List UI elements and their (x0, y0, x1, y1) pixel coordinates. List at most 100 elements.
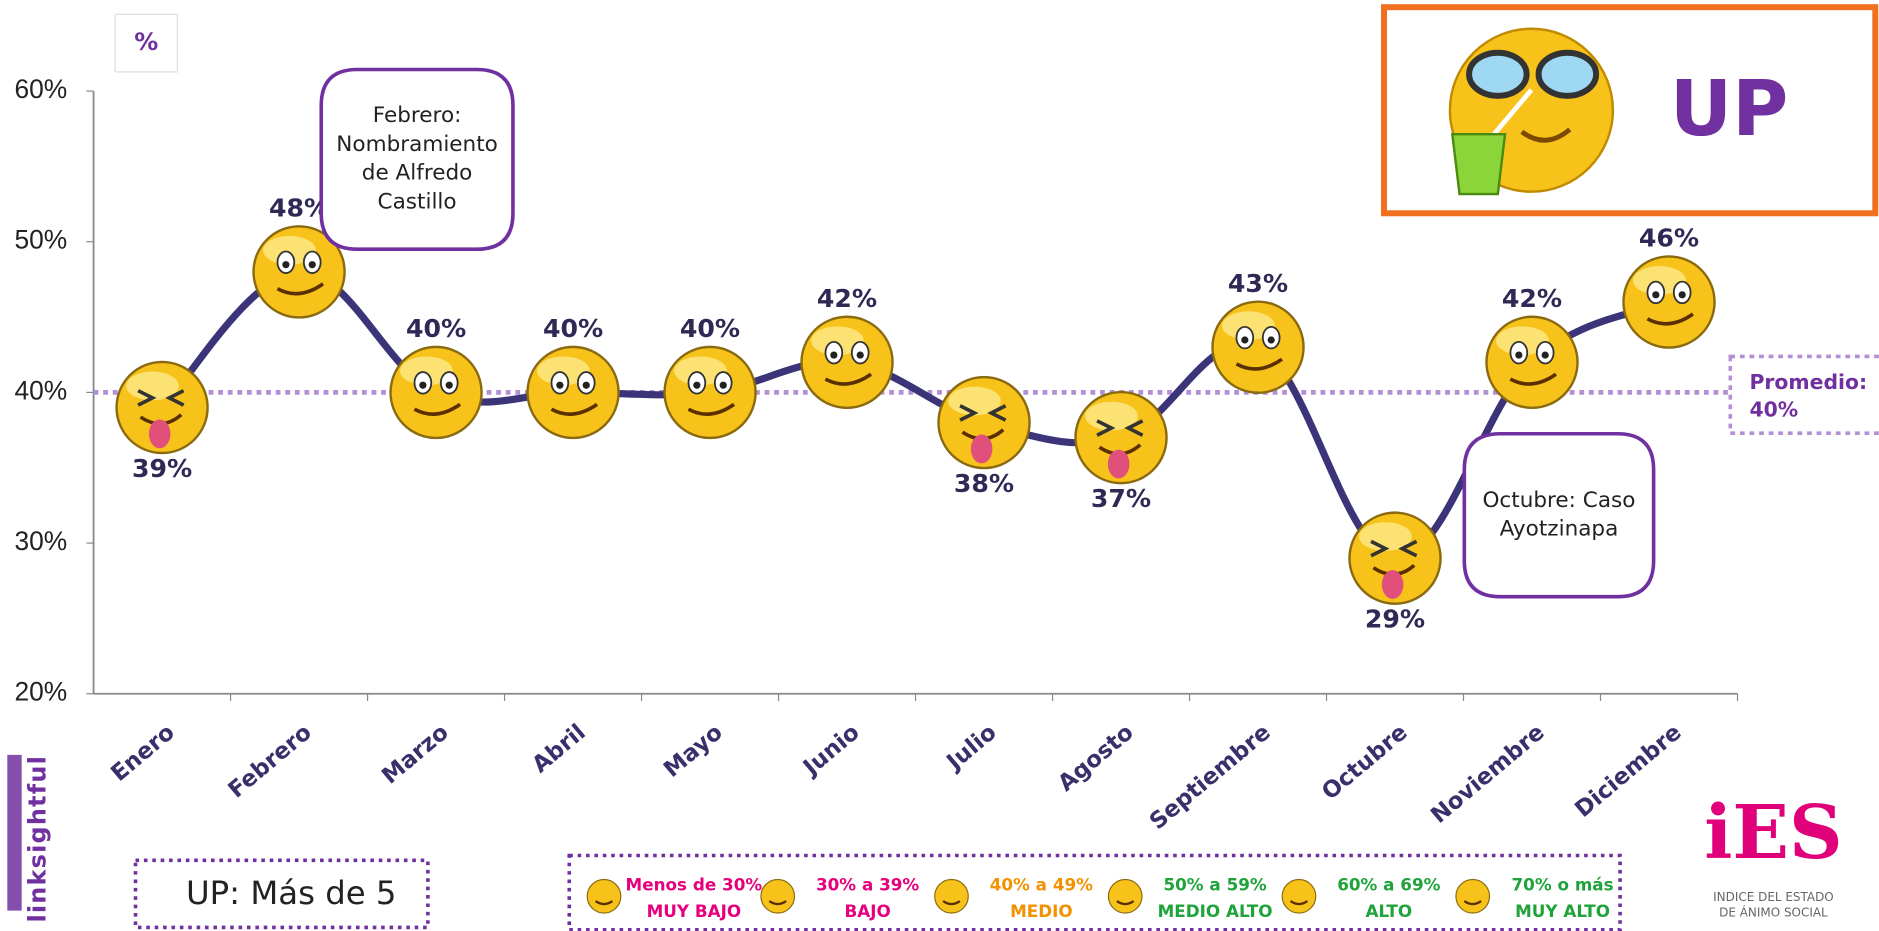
value-label: 48% (269, 194, 329, 223)
eye (137, 389, 157, 407)
emoji-marker (1622, 255, 1716, 349)
face-shine (263, 235, 316, 265)
pupil (1267, 336, 1275, 344)
brand-name: linksightful (23, 755, 51, 923)
legend-range: 30% a 39% (816, 874, 919, 894)
annotation-text: Febrero: (373, 103, 462, 128)
emoji-marker (937, 375, 1031, 470)
emoji-marker (252, 225, 346, 319)
pupil (1678, 291, 1686, 299)
legend-face (586, 878, 622, 914)
legend-level: ALTO (1366, 901, 1413, 921)
x-tick-label: Julio (941, 719, 1002, 776)
face-shine (1222, 311, 1275, 341)
emoji-marker (663, 345, 757, 440)
callout-bubble (1462, 431, 1656, 599)
mouth (1509, 372, 1558, 386)
note: UP: Más de 5 (186, 874, 397, 912)
legend-range: 40% a 49% (990, 874, 1093, 894)
tongue (970, 434, 993, 464)
legend-face (1281, 878, 1317, 914)
face-shine (811, 326, 864, 356)
ies-caption: DE ÁNIMO SOCIAL (1719, 905, 1828, 920)
legend-mouth (1463, 900, 1482, 906)
legend-level: MEDIO ALTO (1158, 901, 1273, 921)
tongue (1381, 570, 1404, 599)
tongue (1107, 449, 1130, 479)
value-label: 43% (1228, 269, 1288, 298)
value-label: 38% (954, 469, 1014, 498)
series-line (159, 268, 1671, 562)
cool-face-icon (1448, 27, 1615, 196)
mouth (687, 402, 736, 416)
x-tick-label: Diciembre (1570, 719, 1686, 823)
mouth (824, 372, 873, 386)
tongue (148, 419, 171, 449)
mouth (1646, 312, 1694, 326)
pupil (1541, 351, 1549, 359)
pupil (282, 261, 290, 269)
unit-box (114, 13, 179, 73)
pupil (856, 351, 864, 359)
face-shine (537, 356, 590, 386)
annotation-text: Nombramiento (336, 132, 498, 157)
value-label: 40% (406, 314, 466, 343)
x-tick-label: Noviembre (1426, 719, 1549, 829)
x-tick-label: Septiembre (1145, 719, 1276, 835)
legend-mouth (1116, 900, 1135, 906)
pupil (1515, 351, 1523, 359)
y-tick-label: 40% (14, 375, 67, 405)
brand-logo (7, 754, 22, 911)
pupil (830, 351, 838, 359)
value-label: 46% (1639, 224, 1699, 253)
legend-icon (1455, 878, 1491, 914)
mouth (550, 402, 599, 416)
eye (165, 389, 185, 407)
legend-range: 70% o más (1512, 874, 1614, 894)
legend-range: 50% a 59% (1163, 874, 1266, 894)
emoji-marker (115, 360, 209, 455)
average-box (1728, 354, 1879, 435)
eye (1096, 419, 1116, 437)
pupil (308, 261, 316, 269)
emoji-marker (1485, 315, 1579, 410)
legend-mouth (1289, 900, 1309, 906)
legend-face (934, 878, 969, 914)
value-label: 29% (1365, 604, 1425, 633)
eye (1398, 539, 1418, 558)
x-tick-label: Mayo (659, 719, 728, 782)
value-label: 40% (680, 314, 740, 343)
legend-level: MUY BAJO (647, 901, 742, 921)
value-label: 42% (817, 284, 877, 313)
pupil (556, 381, 564, 389)
legend-level: MEDIO (1010, 901, 1073, 921)
legend-face (760, 878, 796, 914)
eye (1370, 539, 1390, 558)
x-tick-label: Junio (797, 719, 864, 782)
eye (959, 404, 979, 422)
legend-icon (1107, 878, 1143, 914)
emoji-marker (800, 315, 894, 410)
pupil (582, 381, 590, 389)
emoji-marker (1348, 511, 1442, 605)
x-tick-label: Octubre (1317, 719, 1412, 805)
pupil (1241, 336, 1249, 344)
pupil (419, 381, 427, 389)
legend-icon (1281, 878, 1317, 914)
legend-mouth (594, 900, 614, 906)
value-label: 42% (1502, 284, 1562, 313)
x-tick-label: Enero (106, 719, 179, 786)
legend-range: Menos de 30% (626, 874, 763, 894)
mouth (1235, 357, 1284, 371)
annotation-text: Octubre: Caso (1482, 488, 1635, 513)
emoji-marker (1074, 390, 1168, 485)
x-tick-label: Marzo (377, 719, 454, 789)
emoji-marker (1211, 300, 1305, 394)
average-label: Promedio: (1749, 370, 1867, 394)
emoji-marker (389, 345, 483, 440)
legend-face (1455, 878, 1491, 914)
annotation-text: Castillo (378, 189, 457, 214)
unit-label: % (134, 28, 158, 56)
pupil (445, 381, 453, 389)
